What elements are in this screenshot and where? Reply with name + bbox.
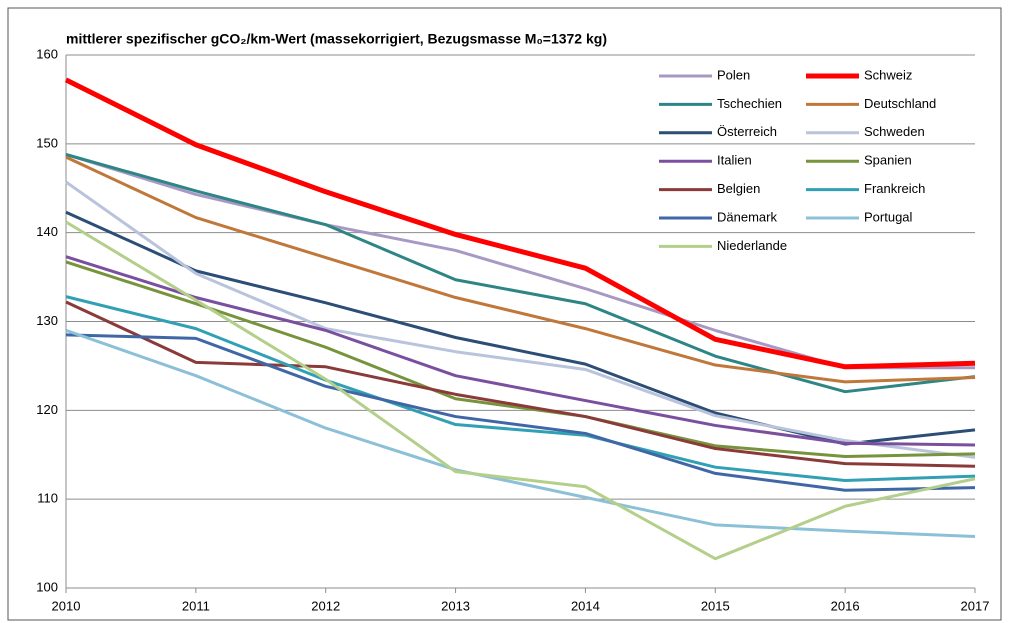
legend-label: Deutschland	[864, 96, 936, 111]
y-tick-label: 100	[36, 579, 58, 594]
y-tick-label: 150	[36, 135, 58, 150]
x-tick-label: 2015	[701, 598, 730, 613]
x-tick-label: 2013	[441, 598, 470, 613]
legend-label: Schweden	[864, 124, 925, 139]
series-line	[65, 300, 976, 468]
series-line	[65, 153, 976, 394]
chart-frame	[7, 7, 1002, 621]
series-line	[65, 180, 976, 459]
x-tick-label: 2017	[961, 598, 990, 613]
x-tick-label: 2014	[571, 598, 600, 613]
x-tick-label: 2016	[831, 598, 860, 613]
series-line	[65, 220, 976, 561]
legend-label: Italien	[717, 153, 752, 168]
series-line	[65, 333, 976, 492]
x-tick-label: 2011	[182, 598, 210, 613]
chart-title: mittlerer spezifischer gCO₂/km-Wert (mas…	[66, 31, 607, 47]
x-tick-label: 2012	[311, 598, 340, 613]
y-tick-label: 110	[37, 491, 58, 506]
legend-label: Polen	[717, 67, 750, 82]
y-tick-label: 160	[36, 46, 58, 61]
y-tick-label: 140	[36, 224, 58, 239]
legend-label: Schweiz	[864, 67, 912, 82]
legend-label: Österreich	[717, 124, 777, 139]
legend-label: Niederlande	[717, 238, 787, 253]
series-line	[65, 328, 976, 538]
series-line	[65, 260, 976, 459]
y-tick-label: 130	[36, 313, 58, 328]
legend-label: Frankreich	[864, 181, 925, 196]
series-line	[65, 295, 976, 483]
series-line	[65, 255, 976, 447]
x-tick-label: 2010	[52, 598, 81, 613]
legend-label: Spanien	[864, 153, 912, 168]
series-line	[64, 77, 976, 370]
legend-label: Tschechien	[717, 96, 782, 111]
legend-label: Dänemark	[717, 209, 777, 224]
y-tick-label: 120	[36, 402, 58, 417]
series-line	[65, 155, 976, 384]
legend-label: Portugal	[864, 209, 913, 224]
legend-label: Belgien	[717, 181, 760, 196]
